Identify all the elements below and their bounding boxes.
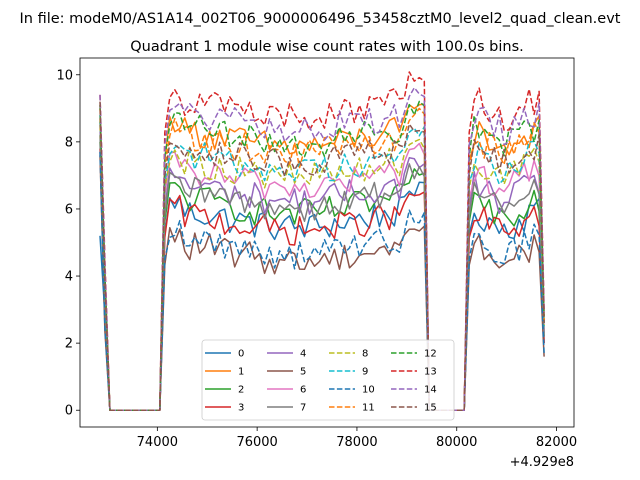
series-line-2 (99, 141, 545, 411)
legend-label-13: 13 (424, 367, 437, 378)
series-line-5 (99, 155, 545, 411)
series-line-12 (99, 100, 545, 411)
x-tick-label: 80000 (436, 435, 477, 450)
y-axis: 0 2 4 6 8 10 (56, 68, 80, 419)
legend-label-6: 6 (300, 385, 306, 396)
legend-label-15: 15 (424, 403, 437, 414)
legend-label-14: 14 (424, 385, 437, 396)
legend-label-0: 0 (238, 349, 244, 360)
y-tick-label: 4 (65, 270, 73, 285)
legend-label-3: 3 (238, 403, 244, 414)
y-tick-label: 0 (65, 404, 73, 419)
x-axis: 74000 76000 78000 80000 82000 (137, 427, 577, 450)
legend-label-9: 9 (362, 367, 368, 378)
series-line-10 (99, 151, 545, 411)
figure-suptitle: In file: modeM0/AS1A14_002T06_9000006496… (20, 11, 621, 27)
x-tick-label: 74000 (137, 435, 178, 450)
y-tick-label: 8 (65, 135, 73, 150)
y-tick-label: 10 (56, 68, 73, 83)
series-line-3 (99, 148, 545, 411)
series-line-8 (99, 118, 545, 411)
legend-label-1: 1 (238, 367, 244, 378)
x-axis-offset-label: +4.929e8 (510, 455, 574, 470)
y-tick-label: 6 (65, 202, 73, 217)
series-line-9 (99, 114, 545, 411)
legend-label-5: 5 (300, 367, 306, 378)
chart-title: Quadrant 1 module wise count rates with … (130, 39, 524, 55)
legend-label-8: 8 (362, 349, 368, 360)
legend-label-12: 12 (424, 349, 437, 360)
legend-label-2: 2 (238, 385, 244, 396)
y-tick-label: 2 (65, 337, 73, 352)
series-line-14 (99, 86, 545, 411)
legend-frame (201, 339, 455, 421)
series-line-15 (99, 101, 545, 411)
series-lines (99, 71, 545, 411)
x-tick-label: 76000 (236, 435, 277, 450)
legend-label-7: 7 (300, 403, 306, 414)
legend-label-10: 10 (362, 385, 375, 396)
series-line-11 (99, 107, 545, 411)
x-tick-label: 78000 (336, 435, 377, 450)
series-line-7 (99, 135, 545, 411)
series-line-0 (99, 181, 545, 411)
plot-frame (79, 57, 575, 428)
legend-label-11: 11 (362, 403, 375, 414)
legend-label-4: 4 (300, 349, 306, 360)
x-tick-label: 82000 (536, 435, 577, 450)
